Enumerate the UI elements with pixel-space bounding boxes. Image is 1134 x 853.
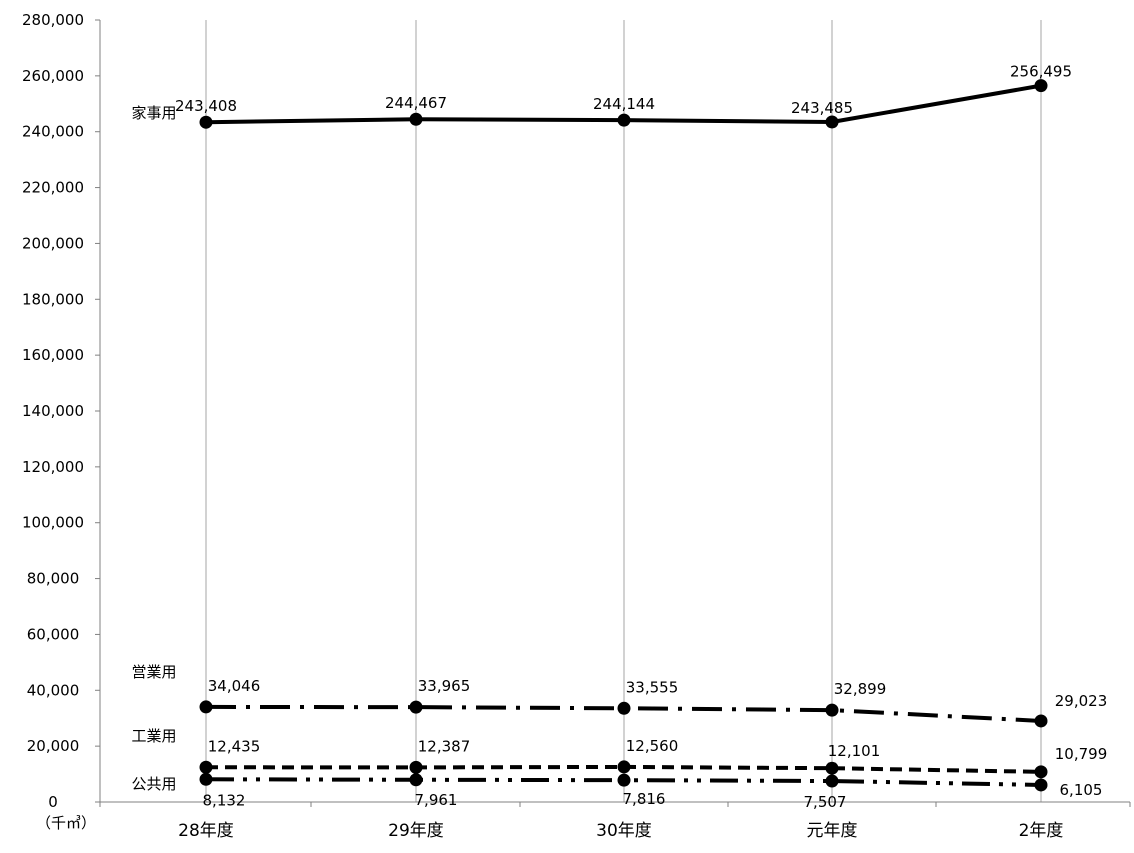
y-tick-label-13: 260,000 [22,67,84,85]
y-tick-label-12: 240,000 [22,123,84,141]
y-tick-label-10: 200,000 [22,234,84,252]
series-3-label-2: 7,816 [623,790,666,808]
series-3-label-3: 7,507 [804,793,847,811]
series-name-0: 家事用 [131,104,176,122]
y-tick-label-4: 80,000 [27,570,80,588]
series-3-label-0: 8,132 [203,791,246,809]
series-2-label-2: 12,560 [626,737,679,755]
x-axis-ticks: 28年度 29年度 30年度 元年度 2年度 [178,821,1063,841]
series-0-label-2: 244,144 [593,95,655,113]
series-0-point-3 [825,115,839,129]
series-name-1: 営業用 [131,663,176,681]
x-tick-label-1: 29年度 [388,821,444,841]
series-1-label-4: 29,023 [1055,692,1108,710]
series-3-label-1: 7,961 [415,791,458,809]
y-tick-label-5: 100,000 [22,514,84,532]
series-2-label-0: 12,435 [208,737,261,755]
series-0-label-3: 243,485 [791,99,853,117]
series-0-label-1: 244,467 [385,94,447,112]
x-tick-label-3: 元年度 [807,821,858,841]
series-0-point-0 [199,115,213,129]
series-3-label-4: 6,105 [1060,781,1103,799]
series-3-point-3 [825,774,839,788]
series-name-2: 工業用 [131,727,176,745]
y-tick-label-7: 140,000 [22,402,84,420]
series-3-point-0 [199,772,213,786]
y-tick-label-11: 220,000 [22,179,84,197]
series-1-point-3 [825,703,839,717]
series-0-label-4: 256,495 [1010,63,1072,81]
x-tick-label-2: 30年度 [596,821,652,841]
series-2-point-3 [825,761,839,775]
series-2-point-1 [409,760,423,774]
series-0-point-2 [617,113,631,127]
series-0-point-1 [409,112,423,126]
series-0-label-0: 243,408 [175,97,237,115]
series-3-point-4 [1034,778,1048,792]
series-2-label-1: 12,387 [418,737,471,755]
data-labels: 243,408 244,467 244,144 243,485 256,495 34,04… [175,63,1107,811]
series-1-label-2: 33,555 [626,678,679,696]
y-tick-label-1: 20,000 [27,737,80,755]
grid-lines [205,20,1042,802]
series-1-point-4 [1034,714,1048,728]
y-tick-label-8: 160,000 [22,346,84,364]
series-3-point-1 [409,773,423,787]
series-1-label-0: 34,046 [208,677,261,695]
x-tick-label-4: 2年度 [1019,821,1064,841]
x-tick-label-0: 28年度 [178,821,234,841]
series-1-label-1: 33,965 [418,677,471,695]
series-2-point-0 [199,760,213,774]
series-3-point-2 [617,773,631,787]
series-2-label-3: 12,101 [828,742,881,760]
series-2-label-4: 10,799 [1055,745,1108,763]
series-2-point-4 [1034,765,1048,779]
series-1-label-3: 32,899 [834,680,887,698]
series-0-point-4 [1034,79,1048,93]
y-tick-label-14: 280,000 [22,11,84,29]
series-1-point-0 [199,700,213,714]
unit-label: （千㎥） [36,814,97,832]
y-tick-label-0: 0 [48,793,58,811]
series-1-point-1 [409,700,423,714]
series-1-point-2 [617,701,631,715]
series-name-3: 公共用 [131,775,176,793]
y-tick-label-2: 40,000 [27,681,80,699]
y-tick-label-3: 60,000 [27,625,80,643]
series-group [199,79,1048,792]
y-tick-label-6: 120,000 [22,458,84,476]
series-2-point-2 [617,760,631,774]
y-axis-ticks: 0 20,000 40,000 60,000 80,000 100,000 120,000 1… [22,11,100,811]
y-tick-label-9: 180,000 [22,290,84,308]
